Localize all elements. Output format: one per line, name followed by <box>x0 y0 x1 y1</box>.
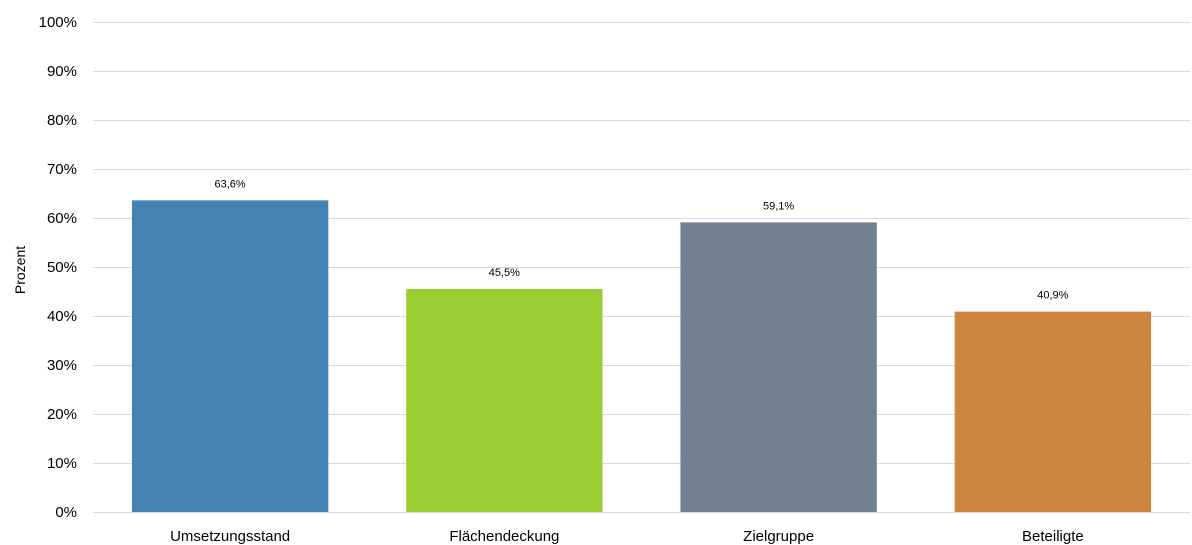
x-axis-categories: Umsetzungsstand Flächendeckung Zielgruppe B… <box>170 528 1084 545</box>
y-tick-label: 60% <box>47 210 77 227</box>
y-tick-label: 50% <box>47 259 77 276</box>
y-tick-label: 90% <box>47 63 77 80</box>
y-tick-label: 100% <box>39 14 77 31</box>
y-tick-label: 0% <box>55 504 77 521</box>
y-tick-label: 80% <box>47 112 77 129</box>
x-category-label: Zielgruppe <box>743 528 814 545</box>
bars <box>131 200 1152 513</box>
y-tick-label: 30% <box>47 357 77 374</box>
bar <box>954 311 1152 512</box>
y-tick-label: 10% <box>47 455 77 472</box>
bar-value-label: 59,1% <box>763 200 794 212</box>
bar <box>406 289 603 512</box>
x-category-label: Flächendeckung <box>449 528 559 545</box>
x-category-label: Beteiligte <box>1022 528 1084 545</box>
y-axis-title: Prozent <box>12 246 28 294</box>
x-category-label: Umsetzungsstand <box>170 528 290 545</box>
bar-value-label: 63,6% <box>215 178 246 190</box>
bar <box>131 200 329 513</box>
y-tick-label: 70% <box>47 161 77 178</box>
y-tick-label: 40% <box>47 308 77 325</box>
y-tick-label: 20% <box>47 406 77 423</box>
y-axis-ticks: 0% 10% 20% 30% 40% 50% 60% 70% 80% 90% 100% <box>39 14 77 521</box>
bar-value-label: 40,9% <box>1037 290 1068 302</box>
data-labels: 63,6% 45,5% 59,1% 40,9% <box>215 178 1069 301</box>
bar-value-label: 45,5% <box>489 267 520 279</box>
bar <box>680 222 877 512</box>
